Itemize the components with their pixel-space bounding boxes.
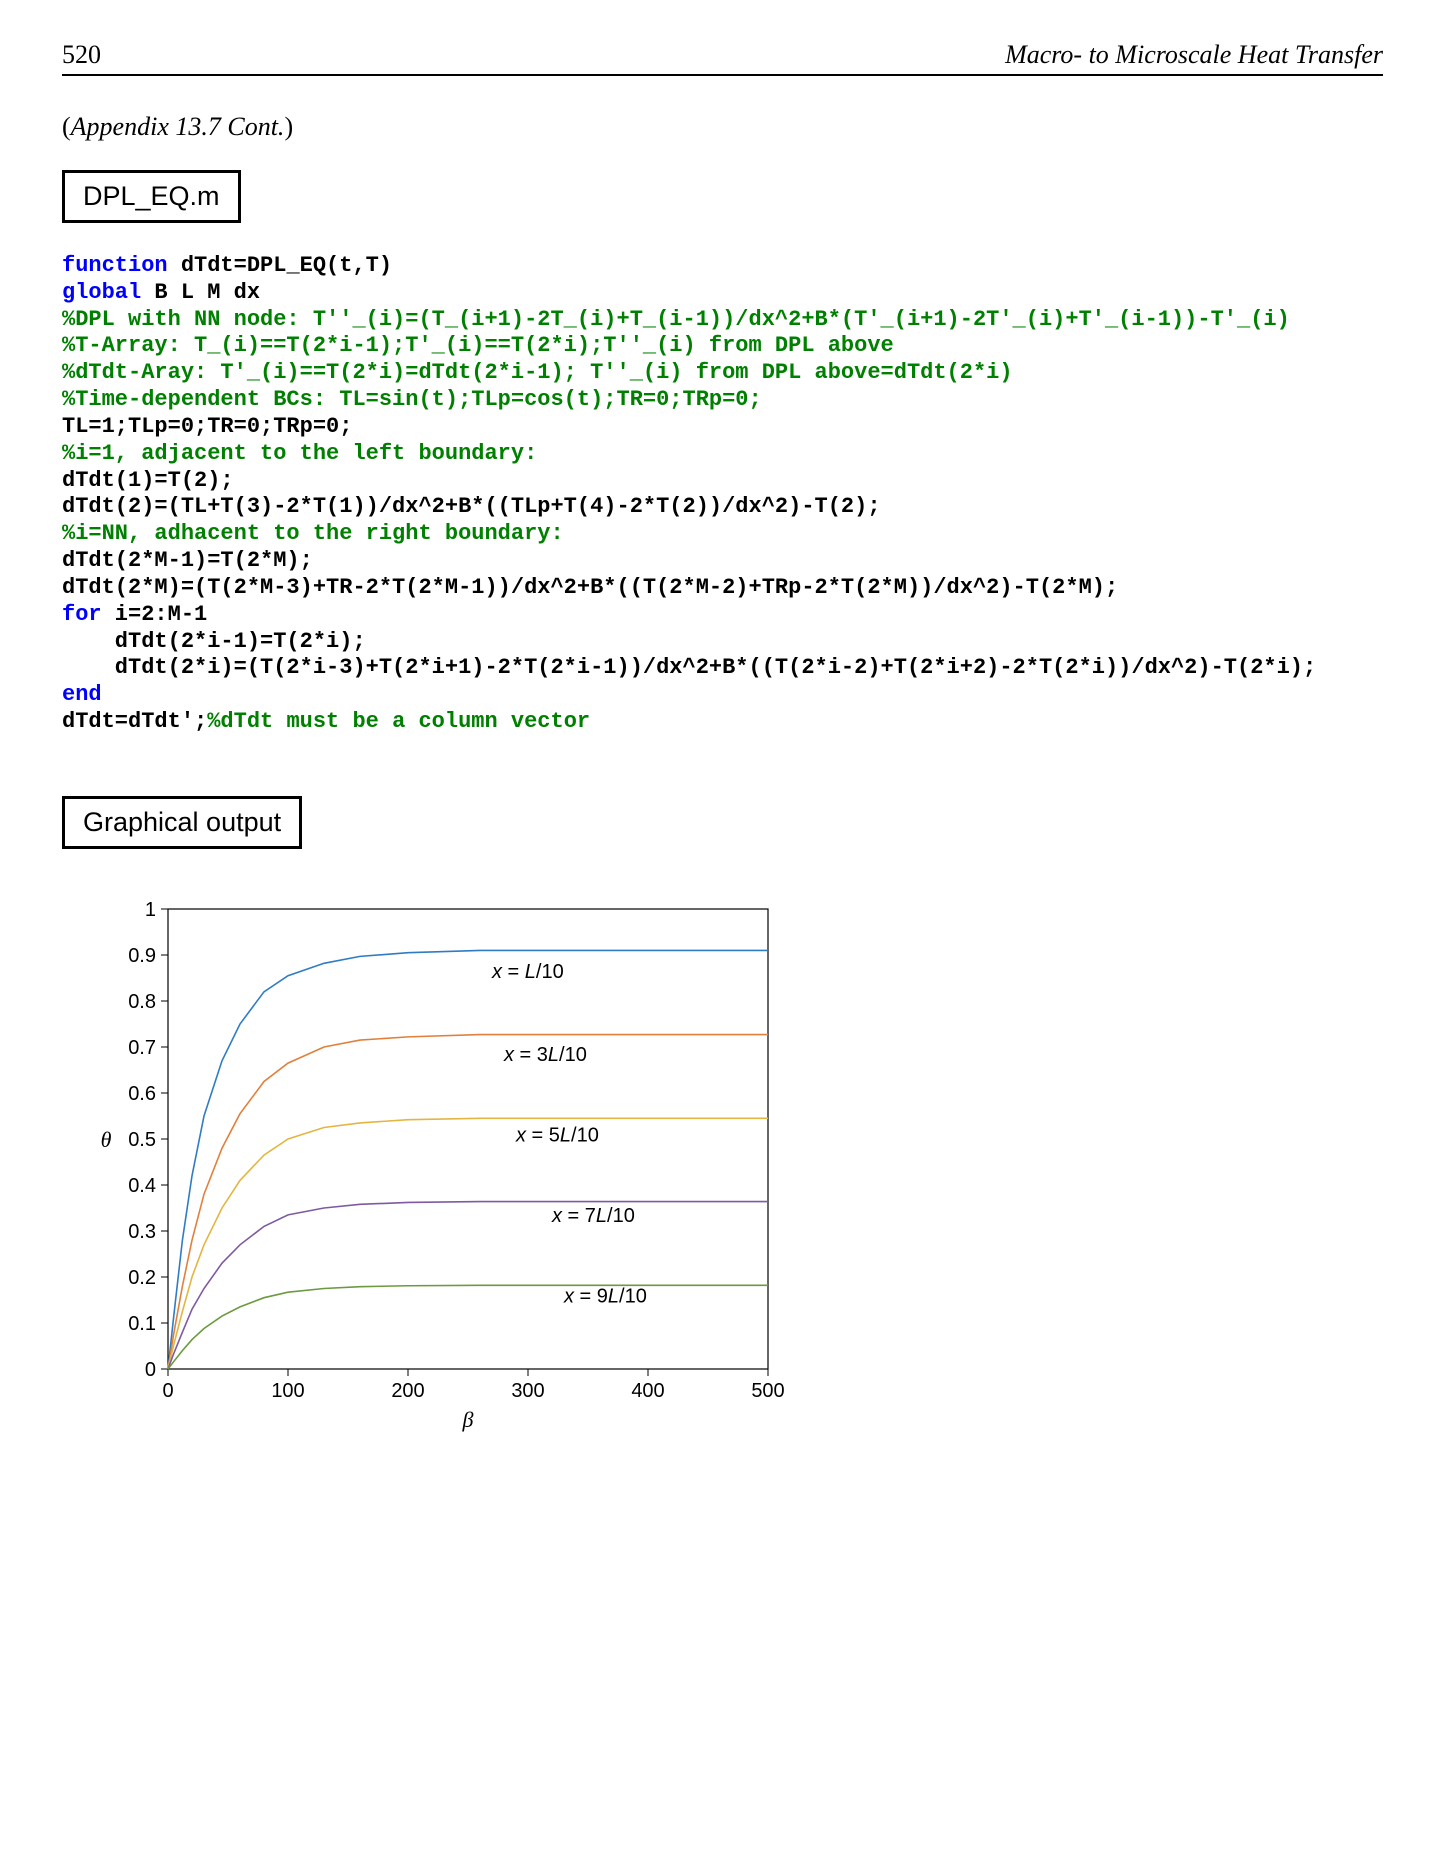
- svg-text:0: 0: [145, 1359, 156, 1381]
- svg-text:300: 300: [511, 1380, 544, 1402]
- svg-text:0.8: 0.8: [128, 991, 156, 1013]
- code-line: dTdt=dTdt';: [62, 709, 207, 734]
- svg-text:0.6: 0.6: [128, 1083, 156, 1105]
- comment: %i=1, adjacent to the left boundary:: [62, 441, 537, 466]
- book-title: Macro- to Microscale Heat Transfer: [1005, 40, 1383, 70]
- svg-text:x = 7L/10: x = 7L/10: [551, 1205, 635, 1227]
- comment: %T-Array: T_(i)==T(2*i-1);T'_(i)==T(2*i)…: [62, 333, 894, 358]
- svg-text:0.4: 0.4: [128, 1175, 156, 1197]
- theta-vs-beta-chart: 0 100 200 300 400 500 0 0.1 0.2 0.3 0.4 0.5 0.6 0.7 0.…: [72, 879, 812, 1439]
- svg-text:0.7: 0.7: [128, 1037, 156, 1059]
- appendix-text: Appendix 13.7 Cont.: [71, 112, 285, 141]
- kw-global: global: [62, 280, 141, 305]
- code-line: dTdt(2*M)=(T(2*M-3)+TR-2*T(2*M-1))/dx^2+…: [62, 575, 1118, 600]
- svg-text:0.5: 0.5: [128, 1129, 156, 1151]
- filename-box: DPL_EQ.m: [62, 170, 241, 223]
- kw-end: end: [62, 682, 102, 707]
- code-line: dTdt(2)=(TL+T(3)-2*T(1))/dx^2+B*((TLp+T(…: [62, 494, 881, 519]
- code-line: i=2:M-1: [102, 602, 208, 627]
- svg-text:200: 200: [391, 1380, 424, 1402]
- kw-function: function: [62, 253, 168, 278]
- comment: %Time-dependent BCs: TL=sin(t);TLp=cos(t…: [62, 387, 762, 412]
- svg-text:0.2: 0.2: [128, 1267, 156, 1289]
- svg-text:0.3: 0.3: [128, 1221, 156, 1243]
- comment: %dTdt must be a column vector: [207, 709, 590, 734]
- code-line: dTdt(2*i)=(T(2*i-3)+T(2*i+1)-2*T(2*i-1))…: [62, 655, 1316, 680]
- svg-text:0: 0: [162, 1380, 173, 1402]
- code-line: dTdt(2*i-1)=T(2*i);: [62, 629, 366, 654]
- svg-text:1: 1: [145, 899, 156, 921]
- svg-text:0.1: 0.1: [128, 1313, 156, 1335]
- comment: %dTdt-Aray: T'_(i)==T(2*i)=dTdt(2*i-1); …: [62, 360, 1013, 385]
- kw-for: for: [62, 602, 102, 627]
- page-number: 520: [62, 40, 101, 70]
- code-line: TL=1;TLp=0;TR=0;TRp=0;: [62, 414, 352, 439]
- code-line: dTdt(2*M-1)=T(2*M);: [62, 548, 313, 573]
- svg-text:0.9: 0.9: [128, 945, 156, 967]
- svg-text:θ: θ: [101, 1127, 112, 1152]
- code-listing: function dTdt=DPL_EQ(t,T) global B L M d…: [62, 253, 1383, 736]
- svg-text:β: β: [462, 1407, 474, 1432]
- comment: %DPL with NN node: T''_(i)=(T_(i+1)-2T_(…: [62, 307, 1290, 332]
- svg-text:x = 5L/10: x = 5L/10: [515, 1124, 599, 1146]
- comment: %i=NN, adhacent to the right boundary:: [62, 521, 564, 546]
- graphical-output-box: Graphical output: [62, 796, 302, 849]
- code-line: dTdt(1)=T(2);: [62, 468, 234, 493]
- svg-text:400: 400: [631, 1380, 664, 1402]
- svg-text:x = 3L/10: x = 3L/10: [503, 1044, 587, 1066]
- appendix-continuation: (Appendix 13.7 Cont.): [62, 112, 1383, 142]
- svg-text:500: 500: [751, 1380, 784, 1402]
- svg-text:100: 100: [271, 1380, 304, 1402]
- code-line: dTdt=DPL_EQ(t,T): [168, 253, 392, 278]
- chart-container: 0 100 200 300 400 500 0 0.1 0.2 0.3 0.4 0.5 0.6 0.7 0.…: [72, 879, 1383, 1439]
- code-line: B L M dx: [141, 280, 260, 305]
- paren-open: (: [62, 112, 71, 141]
- page-header: 520 Macro- to Microscale Heat Transfer: [62, 40, 1383, 76]
- paren-close: ): [284, 112, 293, 141]
- svg-text:x = L/10: x = L/10: [491, 961, 564, 983]
- svg-text:x = 9L/10: x = 9L/10: [563, 1285, 647, 1307]
